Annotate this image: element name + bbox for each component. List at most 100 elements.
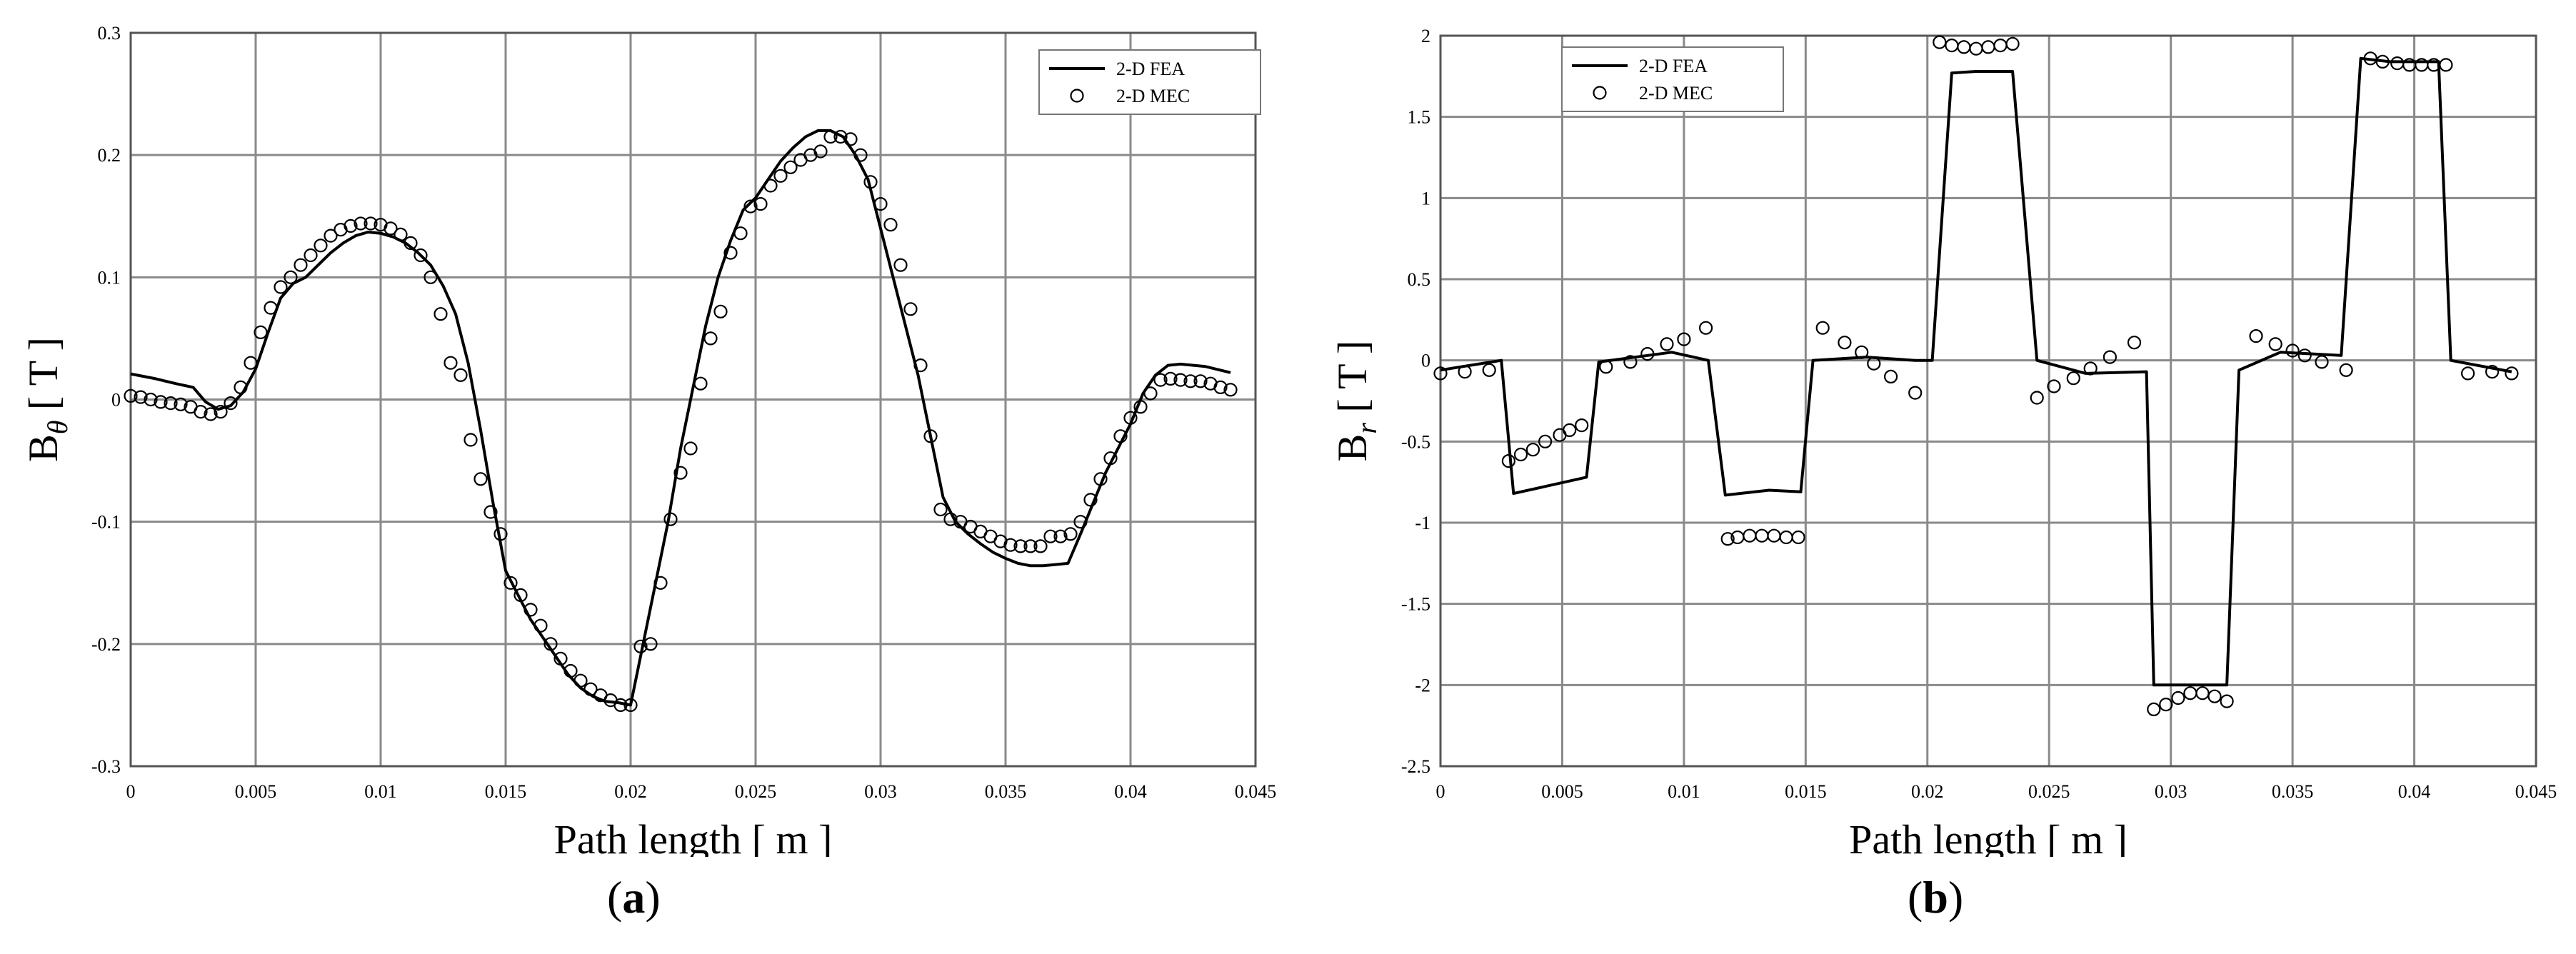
chart-b-mec-point	[1677, 332, 1691, 346]
chart-a-mec-point	[1073, 515, 1088, 529]
chart-a-mec-point	[314, 239, 328, 253]
chart-a-mec-point	[1083, 493, 1098, 507]
chart-a-mec-point	[493, 527, 508, 541]
chart-a-mec-point	[144, 392, 158, 407]
chart-b-mec-point	[1838, 336, 1852, 350]
chart-a-x-tick-label: 0.04	[1114, 781, 1147, 802]
chart-a-mec-point	[204, 407, 218, 421]
chart-b-mec-point	[1501, 453, 1515, 468]
chart-a-mec-point	[294, 258, 308, 272]
chart-a-x-tick-label: 0.005	[235, 781, 277, 802]
chart-b-mec-point	[1538, 434, 1553, 448]
chart-a-legend-box	[1038, 49, 1261, 115]
chart-b-y-tick-label: -0.5	[1401, 431, 1430, 452]
chart-b-mec-point	[1945, 38, 1959, 53]
chart-b-mec-point	[2195, 686, 2210, 701]
chart-a-mec-point	[613, 698, 628, 713]
chart-a-x-tick-label: 0.03	[864, 781, 897, 802]
chart-b-mec-point	[2005, 36, 2020, 51]
chart-b-y-tick-label: 0	[1421, 351, 1430, 371]
chart-a-mec-point	[673, 466, 688, 480]
chart-a-mec-point	[833, 129, 848, 144]
chart-b-x-tick-label: 0.02	[1911, 781, 1944, 802]
chart-b-mec-point	[2127, 336, 2142, 350]
chart-a-x-tick-label: 0.015	[485, 781, 527, 802]
chart-a-mec-point	[483, 505, 498, 519]
chart-a-mec-point	[863, 175, 878, 189]
chart-b-mec-point	[1563, 423, 1577, 438]
chart-a-svg: 0 0.005 0.01 0.015 0.02 0.025 0.03 0.035 0.04 0.0…	[20, 23, 1276, 857]
chart-a-mec-point	[623, 698, 638, 713]
chart-b-x-tick-label: 0.01	[1668, 781, 1700, 802]
chart-a-mec-point	[723, 246, 738, 260]
chart-a-mec-point	[414, 248, 428, 263]
chart-b-mec-point	[2066, 371, 2080, 386]
chart-b-mec-point	[1458, 364, 1472, 379]
chart-a-mec-point	[513, 588, 528, 603]
chart-a-y-axis-title: Bθ [ T ]	[20, 337, 74, 462]
chart-a-y-tick-label: 0.2	[98, 145, 121, 166]
chart-b-mec-point	[1698, 321, 1713, 335]
chart-b-y-tick-label: -1	[1415, 513, 1430, 533]
chart-b-legend-fea-label: 2-D FEA	[1639, 56, 1708, 76]
chart-a-mec-point	[1093, 472, 1108, 486]
chart-a-mec-point	[354, 216, 368, 231]
chart-a-mec-point	[1013, 539, 1028, 553]
chart-b-legend-mec-swatch	[1593, 86, 1607, 100]
chart-b-x-tick-label: 0.035	[2272, 781, 2314, 802]
chart-a-x-tick-label: 0.02	[614, 781, 647, 802]
chart-b-mec-point	[1855, 345, 1869, 359]
chart-a-mec-point	[1103, 451, 1118, 466]
chart-b-mec-point	[2103, 350, 2118, 364]
chart-b-mec-point	[2339, 363, 2353, 377]
chart-a-y-tick-label: -0.2	[91, 634, 121, 655]
chart-b-mec-point	[2030, 391, 2044, 405]
chart-a-mec-point	[424, 270, 438, 284]
chart-a-mec-point	[783, 160, 798, 174]
chart-a-x-tick-label: 0	[126, 781, 136, 802]
chart-a-legend: 2-D FEA 2-D MEC	[1038, 49, 1261, 115]
chart-a-mec-point	[1193, 374, 1208, 388]
chart-a-mec-point	[573, 673, 588, 688]
chart-b-mec-point	[2390, 56, 2405, 71]
chart-b-mec-point	[2439, 58, 2453, 72]
chart-b-mec-point	[2183, 686, 2197, 701]
chart-a-mec-point	[384, 221, 398, 236]
chart-a-legend-mec-label: 2-D MEC	[1116, 86, 1190, 106]
chart-a-mec-point	[1213, 380, 1228, 395]
chart-b-mec-point	[2171, 691, 2185, 706]
chart-a-mec-point	[653, 576, 668, 590]
chart-b-mec-point	[1981, 40, 1995, 54]
panel-label-b: (b)	[1908, 872, 1964, 923]
chart-a-mec-point	[344, 219, 358, 233]
chart-b-y-tick-label: -1.5	[1401, 594, 1430, 615]
chart-a-mec-point	[324, 229, 338, 243]
chart-a-grid	[129, 31, 1257, 768]
chart-a-mec-point	[1063, 527, 1078, 541]
chart-b-series-mec-markers	[1433, 35, 2519, 717]
chart-a-mec-point	[763, 179, 778, 193]
chart-b-mec-point	[2485, 364, 2500, 379]
chart-b-mec-point	[1755, 528, 1769, 543]
chart-b-x-axis-title: Path length [ m ]	[1849, 816, 2128, 857]
chart-a-mec-point	[1023, 539, 1038, 553]
chart-a-mec-point	[533, 618, 548, 633]
chart-a-mec-point	[1003, 538, 1018, 552]
chart-a-mec-point	[404, 236, 418, 250]
chart-b-mec-point	[1482, 363, 1496, 377]
chart-b-x-tick-label: 0.03	[2155, 781, 2187, 802]
chart-a-mec-point	[154, 395, 168, 409]
chart-b-y-tick-label: 0.5	[1408, 269, 1431, 290]
chart-b-legend-box	[1561, 46, 1784, 112]
chart-b-mec-point	[1791, 530, 1805, 545]
panel-label-a: (a)	[607, 872, 661, 923]
chart-b-mec-point	[1575, 418, 1589, 433]
chart-a-mec-point	[813, 144, 828, 159]
chart-a-y-tick-label: 0.3	[98, 23, 121, 44]
chart-a-mec-point	[1113, 429, 1128, 443]
chart-b-legend-mec-label: 2-D MEC	[1639, 83, 1713, 104]
chart-a-mec-point	[453, 368, 468, 382]
chart-a-mec-point	[364, 216, 378, 231]
chart-b-mec-point	[1599, 360, 1613, 374]
chart-a-y-tick-label: 0	[111, 390, 121, 411]
